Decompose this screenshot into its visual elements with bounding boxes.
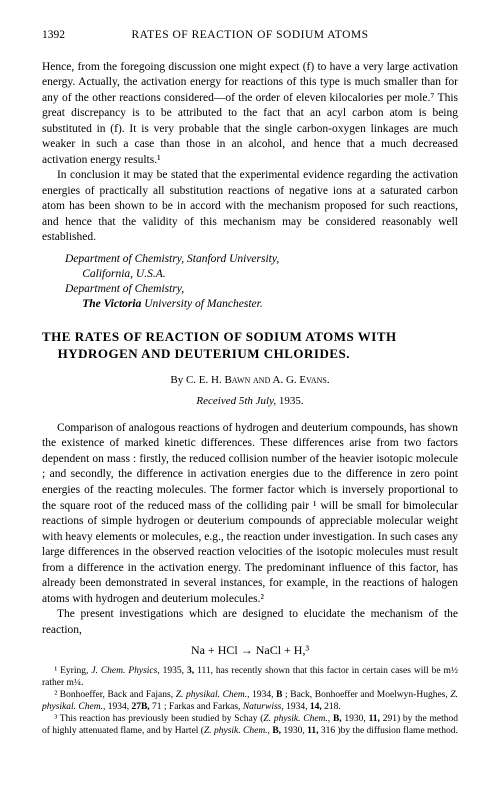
fn2-i: 71 ; Farkas and Farkas, xyxy=(150,702,243,712)
fn3-d: B, xyxy=(333,714,342,724)
fn2-g: 1934, xyxy=(105,702,131,712)
fn3-l: 11, xyxy=(307,726,318,736)
body-paragraph-4: The present investigations which are des… xyxy=(42,607,458,638)
fn1-a: ¹ Eyring, xyxy=(54,666,91,676)
received-text: Received 5th July, xyxy=(196,395,276,407)
fn3-h: Z. physik. Chem., xyxy=(204,726,270,736)
affiliation-block: Department of Chemistry, Stanford Univer… xyxy=(42,252,458,312)
fn3-e: 1930, xyxy=(342,714,369,724)
footnote-3: ³ This reaction has previously been stud… xyxy=(42,714,458,738)
fn3-b: Z. physik. Chem., xyxy=(263,714,330,724)
fn2-e: ; Back, Bonhoeffer and Moelwyn-Hughes, xyxy=(282,690,450,700)
affiliation-line-2: California, U.S.A. xyxy=(65,267,458,282)
article-title: THE RATES OF REACTION OF SODIUM ATOMS WI… xyxy=(42,329,458,363)
footnotes: ¹ Eyring, J. Chem. Physics, 1935, 3, 111… xyxy=(42,666,458,737)
fn1-c: 1935, xyxy=(160,666,187,676)
fn2-k: 1934, xyxy=(284,702,310,712)
fn2-h: 27B, xyxy=(131,702,149,712)
affiliation-line-3: Department of Chemistry, xyxy=(65,282,458,297)
page-header: 1392 RATES OF REACTION OF SODIUM ATOMS xyxy=(42,28,458,44)
fn2-l: 14, xyxy=(310,702,322,712)
fn2-c: 1934, xyxy=(250,690,277,700)
fn2-j: Naturwiss, xyxy=(243,702,284,712)
affiliation-rest: University of Manchester. xyxy=(141,298,262,310)
body-paragraph-3: Comparison of analogous reactions of hyd… xyxy=(42,421,458,607)
fn1-b: J. Chem. Physics, xyxy=(91,666,159,676)
footnote-1: ¹ Eyring, J. Chem. Physics, 1935, 3, 111… xyxy=(42,666,458,690)
body-paragraph-1: Hence, from the foregoing discussion one… xyxy=(42,60,458,169)
received-year: 1935. xyxy=(276,395,304,407)
body-paragraph-2: In conclusion it may be stated that the … xyxy=(42,168,458,246)
affiliation-line-4: The Victoria University of Manchester. xyxy=(65,297,458,312)
fn3-k: 1930, xyxy=(281,726,307,736)
running-head: RATES OF REACTION OF SODIUM ATOMS xyxy=(131,28,368,44)
received-line: Received 5th July, 1935. xyxy=(42,394,458,409)
fn2-m: 218. xyxy=(322,702,341,712)
header-spacer xyxy=(435,28,458,44)
authors: C. E. H. Bawn and A. G. Evans. xyxy=(186,374,330,386)
by-prefix: By xyxy=(170,374,186,386)
page: 1392 RATES OF REACTION OF SODIUM ATOMS H… xyxy=(0,0,500,768)
fn2-a: ² Bonhoeffer, Back and Fajans, xyxy=(54,690,175,700)
affiliation-line-1: Department of Chemistry, Stanford Univer… xyxy=(65,252,458,267)
equation: Na + HCl → NaCl + H,³ xyxy=(42,642,458,658)
fn2-b: Z. physikal. Chem., xyxy=(176,690,250,700)
fn3-j: B, xyxy=(272,726,281,736)
fn3-a: ³ This reaction has previously been stud… xyxy=(54,714,263,724)
affiliation-bold: The Victoria xyxy=(82,298,141,310)
page-number: 1392 xyxy=(42,28,65,44)
byline: By C. E. H. Bawn and A. G. Evans. xyxy=(42,373,458,388)
footnote-2: ² Bonhoeffer, Back and Fajans, Z. physik… xyxy=(42,690,458,714)
fn3-f: 11, xyxy=(369,714,380,724)
fn3-m: 316 )by the diffusion flame method. xyxy=(319,726,458,736)
